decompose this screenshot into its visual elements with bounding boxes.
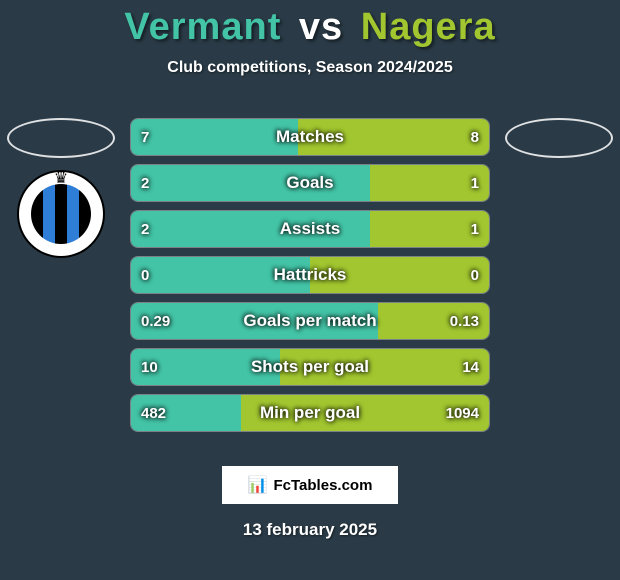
player1-name: Vermant <box>124 6 281 48</box>
stat-row: 4821094Min per goal <box>130 394 490 432</box>
subtitle: Club competitions, Season 2024/2025 <box>0 59 620 77</box>
stat-row: 00Hattricks <box>130 256 490 294</box>
player2-name: Nagera <box>361 6 496 48</box>
crown-icon: ♛ <box>54 168 68 188</box>
stat-row: 0.290.13Goals per match <box>130 302 490 340</box>
chart-icon: 📊 <box>248 475 268 495</box>
stripe <box>79 184 91 244</box>
player2-badge <box>505 118 613 158</box>
stat-label: Hattricks <box>131 257 489 293</box>
stripe <box>67 184 79 244</box>
stats-bars: 78Matches 21Goals 21Assists 00Hattricks 0.29… <box>130 118 490 440</box>
stat-row: 21Assists <box>130 210 490 248</box>
site-logo[interactable]: 📊 FcTables.com <box>222 466 398 504</box>
comparison-card: Vermant vs Nagera Club competitions, Sea… <box>0 0 620 580</box>
stat-row: 21Goals <box>130 164 490 202</box>
stat-row: 78Matches <box>130 118 490 156</box>
title-row: Vermant vs Nagera <box>0 6 620 49</box>
club-stripes <box>31 184 91 244</box>
player1-badge <box>7 118 115 158</box>
site-label: FcTables.com <box>274 477 373 494</box>
right-player-column <box>504 118 614 210</box>
stripe <box>31 184 43 244</box>
stripe <box>55 184 67 244</box>
player1-club-logo: ♛ <box>17 170 105 258</box>
stripe <box>43 184 55 244</box>
date-label: 13 february 2025 <box>0 520 620 540</box>
stat-label: Min per goal <box>131 395 489 431</box>
stat-label: Goals per match <box>131 303 489 339</box>
stat-label: Assists <box>131 211 489 247</box>
stat-label: Matches <box>131 119 489 155</box>
player2-club-logo-placeholder <box>505 170 613 210</box>
left-player-column: ♛ <box>6 118 116 258</box>
stat-row: 1014Shots per goal <box>130 348 490 386</box>
stat-label: Shots per goal <box>131 349 489 385</box>
vs-label: vs <box>293 6 349 48</box>
stat-label: Goals <box>131 165 489 201</box>
